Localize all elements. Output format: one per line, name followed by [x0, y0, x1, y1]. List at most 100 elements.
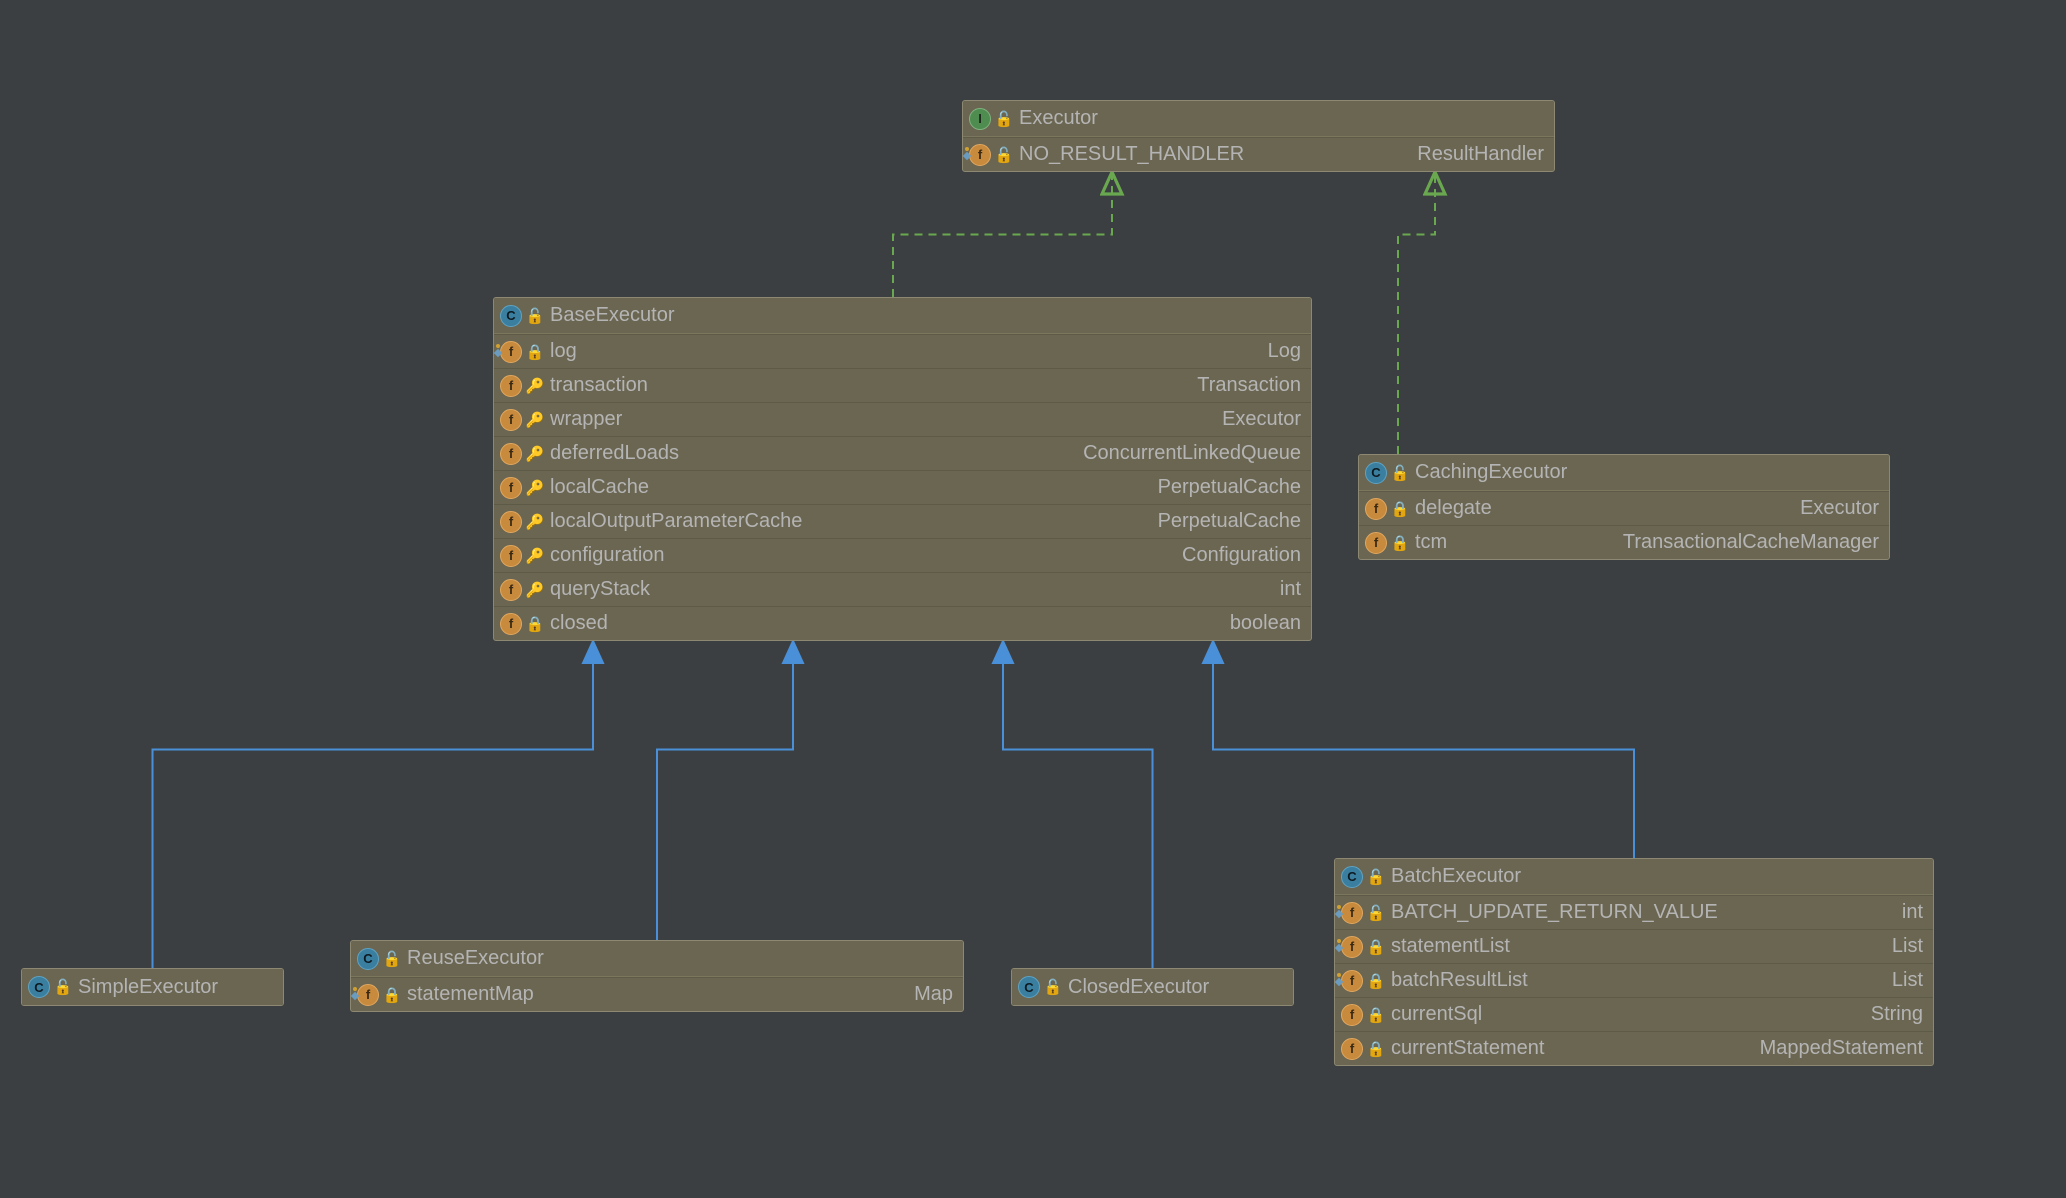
field-row: f🔓BATCH_UPDATE_RETURN_VALUEint: [1335, 895, 1933, 929]
visibility-public-icon: 🔓: [1367, 868, 1385, 886]
field-row: f🔒statementMapMap: [351, 977, 963, 1011]
connector: [657, 641, 793, 940]
static-icon: [1337, 970, 1343, 992]
visibility-private-icon: 🔒: [1367, 1006, 1385, 1024]
node-header: C🔓 CachingExecutor: [1359, 455, 1889, 491]
visibility-protected-icon: 🔑: [526, 581, 544, 599]
field-icon: f: [1365, 532, 1387, 554]
field-row: f🔑configurationConfiguration: [494, 538, 1311, 572]
field-row: f🔓 NO_RESULT_HANDLER ResultHandler: [963, 137, 1554, 171]
field-icon: f: [500, 341, 522, 363]
field-row: f🔑 wrapper Executor: [494, 402, 1311, 436]
visibility-private-icon: 🔒: [1367, 938, 1385, 956]
field-icon: f: [500, 613, 522, 635]
visibility-public-icon: 🔓: [1367, 904, 1385, 922]
connector: [1213, 641, 1634, 858]
node-title: SimpleExecutor: [78, 976, 218, 999]
visibility-private-icon: 🔒: [526, 343, 544, 361]
field-type: PerpetualCache: [1158, 476, 1301, 499]
field-icon: f: [500, 443, 522, 465]
visibility-public-icon: 🔓: [1391, 464, 1409, 482]
field-name: wrapper: [550, 408, 622, 431]
field-type: MappedStatement: [1760, 1037, 1923, 1060]
class-node-cachingExecutor[interactable]: C🔓CachingExecutorf🔒delegateExecutorf🔒tcm…: [1358, 454, 1890, 560]
connector: [153, 641, 594, 968]
node-header: C🔓 BaseExecutor: [494, 298, 1311, 334]
field-type: List: [1892, 969, 1923, 992]
class-node-reuseExecutor[interactable]: C🔓ReuseExecutorf🔒statementMapMap: [350, 940, 964, 1012]
visibility-private-icon: 🔒: [383, 986, 401, 1004]
visibility-private-icon: 🔒: [526, 615, 544, 633]
field-name: log: [550, 340, 577, 363]
node-header: C🔓 BatchExecutor: [1335, 859, 1933, 895]
field-name: BATCH_UPDATE_RETURN_VALUE: [1391, 901, 1718, 924]
field-row: f🔒currentStatementMappedStatement: [1335, 1031, 1933, 1065]
class-icon: C: [28, 976, 50, 998]
class-node-closedExecutor[interactable]: C🔓ClosedExecutor: [1011, 968, 1294, 1006]
field-name: transaction: [550, 374, 648, 397]
field-name: NO_RESULT_HANDLER: [1019, 143, 1244, 166]
field-type: ConcurrentLinkedQueue: [1083, 442, 1301, 465]
field-name: queryStack: [550, 578, 650, 601]
connector: [893, 172, 1112, 297]
field-name: currentSql: [1391, 1003, 1482, 1026]
field-type: PerpetualCache: [1158, 510, 1301, 533]
field-icon: f: [1341, 1038, 1363, 1060]
field-type: int: [1280, 578, 1301, 601]
visibility-private-icon: 🔒: [1391, 534, 1409, 552]
class-icon: C: [1018, 976, 1040, 998]
node-title: CachingExecutor: [1415, 461, 1567, 484]
class-icon: C: [1341, 866, 1363, 888]
visibility-public-icon: 🔓: [995, 146, 1013, 164]
field-icon: f: [500, 579, 522, 601]
class-icon: C: [357, 948, 379, 970]
visibility-public-icon: 🔓: [54, 978, 72, 996]
field-icon: f: [500, 545, 522, 567]
field-icon: f: [1341, 1004, 1363, 1026]
class-node-batchExecutor[interactable]: C🔓 BatchExecutor f 🔓 BATCH_UPDATE_RETURN_VAL…: [1334, 858, 1934, 1066]
visibility-protected-icon: 🔑: [526, 411, 544, 429]
field-name: tcm: [1415, 531, 1447, 554]
field-name: delegate: [1415, 497, 1492, 520]
field-type: Executor: [1222, 408, 1301, 431]
field-icon: f: [1365, 498, 1387, 520]
field-icon: f: [969, 144, 991, 166]
field-row: f🔒currentSqlString: [1335, 997, 1933, 1031]
field-type: TransactionalCacheManager: [1623, 531, 1879, 554]
field-type: List: [1892, 935, 1923, 958]
class-node-executor[interactable]: I🔓Executor f🔓 NO_RESULT_HANDLER ResultHandl…: [962, 100, 1555, 172]
field-type: Transaction: [1197, 374, 1301, 397]
visibility-protected-icon: 🔑: [526, 547, 544, 565]
visibility-protected-icon: 🔑: [526, 479, 544, 497]
field-type: Log: [1268, 340, 1301, 363]
visibility-public-icon: 🔓: [526, 307, 544, 325]
node-title: ClosedExecutor: [1068, 976, 1209, 999]
class-node-simpleExecutor[interactable]: C🔓 SimpleExecutor: [21, 968, 284, 1006]
interface-icon: I: [969, 108, 991, 130]
field-icon: f: [500, 409, 522, 431]
field-row: f🔑localOutputParameterCachePerpetualCach…: [494, 504, 1311, 538]
uml-diagram: I🔓Executorf🔓NO_RESULT_HANDLERResultHandl…: [0, 0, 2066, 1198]
field-icon: f: [1341, 970, 1363, 992]
field-name: statementMap: [407, 983, 534, 1006]
class-icon: C: [1365, 462, 1387, 484]
node-title: BatchExecutor: [1391, 865, 1521, 888]
static-icon: [965, 144, 971, 166]
node-title: Executor: [1019, 107, 1098, 130]
node-header: I🔓Executor: [963, 101, 1554, 137]
field-row: f🔑localCachePerpetualCache: [494, 470, 1311, 504]
class-icon: C: [500, 305, 522, 327]
field-row: f🔒statementListList: [1335, 929, 1933, 963]
field-row: f🔑 queryStack int: [494, 572, 1311, 606]
field-row: f🔒delegateExecutor: [1359, 491, 1889, 525]
node-title: BaseExecutor: [550, 304, 675, 327]
connector: [1003, 641, 1153, 968]
field-icon: f: [500, 375, 522, 397]
field-name: localOutputParameterCache: [550, 510, 802, 533]
field-type: ResultHandler: [1417, 143, 1544, 166]
field-name: localCache: [550, 476, 649, 499]
field-row: f🔑deferredLoadsConcurrentLinkedQueue: [494, 436, 1311, 470]
class-node-baseExecutor[interactable]: C🔓BaseExecutorf🔒logLogf🔑transactionTrans…: [493, 297, 1312, 641]
visibility-private-icon: 🔒: [1367, 1040, 1385, 1058]
visibility-protected-icon: 🔑: [526, 445, 544, 463]
